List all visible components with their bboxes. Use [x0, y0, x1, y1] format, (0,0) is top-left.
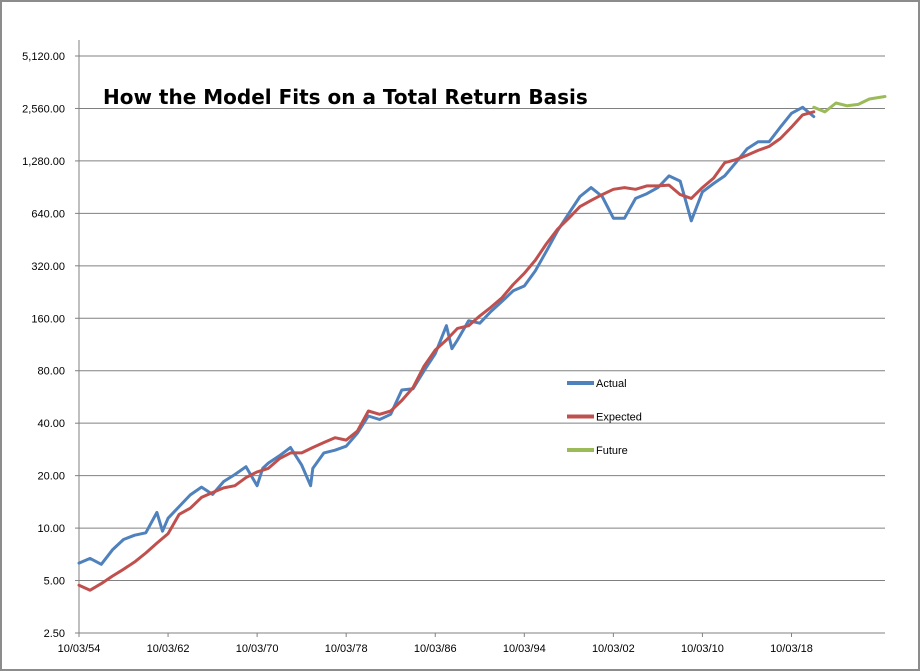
x-tick-label: 10/03/10: [681, 643, 724, 655]
y-tick-label: 1,280.00: [22, 156, 65, 168]
legend-label-expected: Expected: [596, 412, 642, 424]
y-tick-label: 5,120.00: [22, 51, 65, 63]
y-tick-labels: 2.50 5.00 10.00 20.00 40.00 80.00 160.00 320.00…: [22, 51, 79, 640]
x-tick-labels: 10/03/54 10/03/62 10/03/70 10/03/78 10/03/86…: [58, 633, 813, 655]
y-tick-label: 20.00: [37, 471, 65, 483]
legend-label-actual: Actual: [596, 378, 627, 390]
y-tick-label: 640.00: [31, 208, 65, 220]
x-tick-label: 10/03/54: [58, 643, 101, 655]
x-tick-label: 10/03/18: [770, 643, 813, 655]
series-line-future: [812, 95, 887, 114]
y-tick-label: 80.00: [37, 366, 65, 378]
x-tick-label: 10/03/78: [325, 643, 368, 655]
y-tick-label: 5.00: [44, 576, 65, 588]
series-line-expected: [77, 110, 816, 592]
legend-label-future: Future: [596, 445, 628, 457]
grid-lines: [79, 55, 885, 582]
y-tick-label: 2.50: [44, 628, 65, 640]
x-tick-label: 10/03/94: [503, 643, 546, 655]
x-tick-label: 10/03/62: [147, 643, 190, 655]
x-tick-label: 10/03/86: [414, 643, 457, 655]
axes: [78, 40, 885, 634]
y-tick-label: 40.00: [37, 418, 65, 430]
y-tick-label: 2,560.00: [22, 103, 65, 115]
y-tick-label: 320.00: [31, 261, 65, 273]
series-lines: [77, 95, 887, 592]
legend: Actual Expected Future: [567, 378, 642, 457]
x-tick-label: 10/03/02: [592, 643, 635, 655]
chart-title: How the Model Fits on a Total Return Bas…: [103, 85, 588, 109]
series-line-actual: [77, 105, 816, 566]
x-tick-label: 10/03/70: [236, 643, 279, 655]
y-tick-label: 160.00: [31, 313, 65, 325]
y-tick-label: 10.00: [37, 523, 65, 535]
